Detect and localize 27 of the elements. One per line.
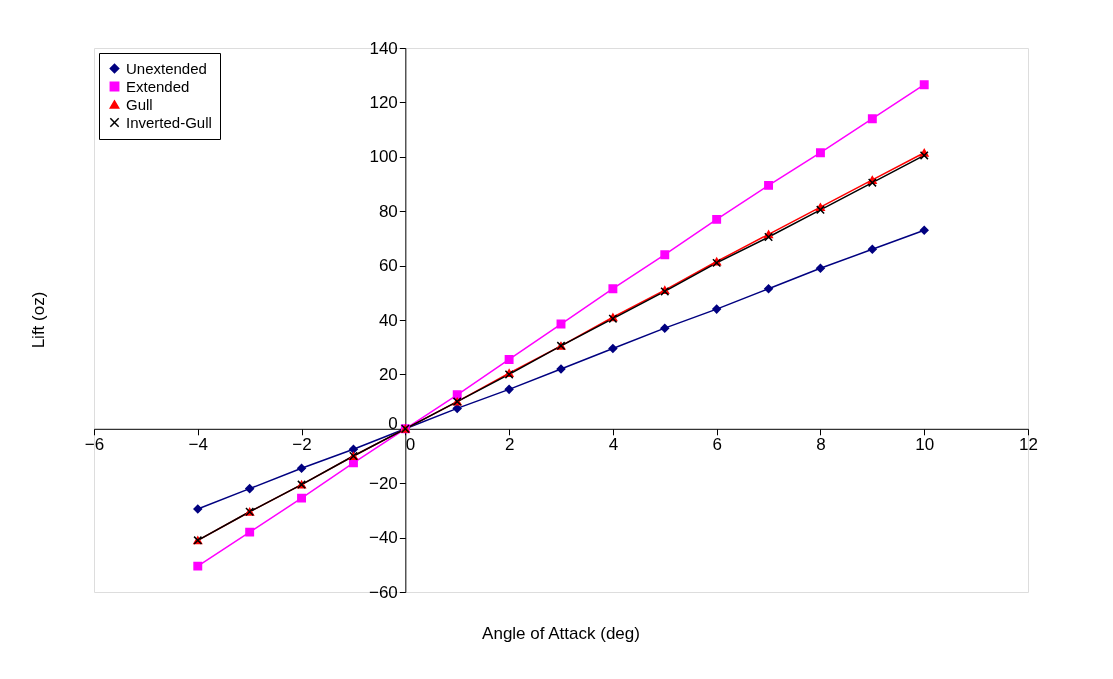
y-tick-label: −20 (368, 473, 398, 493)
y-tick-label: 60 (378, 256, 398, 276)
y-tick-label: −60 (368, 582, 398, 602)
x-tick-label: 4 (608, 435, 619, 455)
y-axis-title: Lift (oz) (29, 291, 48, 349)
legend-label: Inverted-Gull (126, 113, 212, 131)
x-tick-label: 8 (816, 435, 826, 455)
y-tick-label: 0 (388, 414, 398, 434)
x-tick-label: 12 (1019, 435, 1038, 455)
x-tick-label: −4 (188, 435, 208, 455)
x-axis-title: Angle of Attack (deg) (482, 624, 640, 643)
x-tick-label: −6 (84, 435, 105, 455)
x-tick-label: 2 (504, 435, 515, 455)
legend-label: Extended (126, 77, 190, 95)
x-tick-label: −2 (292, 435, 312, 455)
y-tick-label: 140 (369, 38, 398, 58)
x-tick-label: 6 (712, 435, 722, 455)
legend-label: Unextended (126, 59, 207, 77)
y-tick-label: 80 (378, 201, 398, 221)
legend-label: Gull (126, 95, 153, 113)
x-tick-label: 0 (405, 435, 416, 455)
x-tick-label: 10 (915, 435, 935, 455)
y-tick-label: 120 (369, 92, 398, 112)
y-tick-label: 40 (378, 310, 398, 330)
y-tick-label: −40 (368, 528, 398, 548)
y-tick-label: 20 (378, 364, 398, 384)
y-tick-label: 100 (369, 147, 398, 167)
